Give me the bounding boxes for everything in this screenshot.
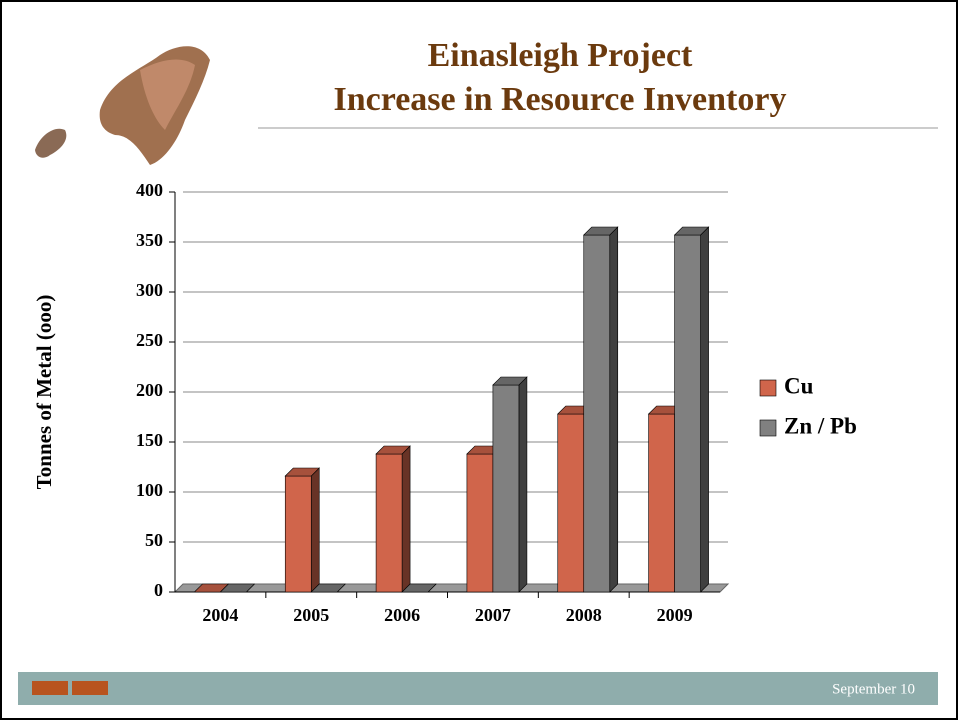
bar-side bbox=[610, 227, 618, 592]
bar-side bbox=[701, 227, 709, 592]
bar bbox=[675, 235, 701, 592]
legend-swatch bbox=[760, 420, 776, 436]
subtitle: Increase in Resource Inventory bbox=[334, 81, 787, 118]
y-tick-label: 350 bbox=[136, 230, 163, 250]
bar-side bbox=[311, 468, 319, 592]
legend-label: Cu bbox=[784, 373, 814, 398]
bar bbox=[584, 235, 610, 592]
bar bbox=[467, 454, 493, 592]
y-tick-label: 50 bbox=[145, 530, 163, 550]
y-axis-label: Tonnes of Metal (ooo) bbox=[32, 295, 56, 490]
bar bbox=[493, 385, 519, 592]
bar bbox=[558, 414, 584, 592]
x-tick-label: 2007 bbox=[475, 605, 511, 625]
y-tick-label: 150 bbox=[136, 430, 163, 450]
legend-label: Zn / Pb bbox=[784, 413, 857, 438]
x-tick-label: 2006 bbox=[384, 605, 420, 625]
y-tick-label: 0 bbox=[154, 580, 163, 600]
y-tick-label: 400 bbox=[136, 180, 163, 200]
y-tick-label: 300 bbox=[136, 280, 163, 300]
x-tick-label: 2008 bbox=[566, 605, 602, 625]
footer-bar bbox=[18, 672, 938, 705]
bar bbox=[376, 454, 402, 592]
y-tick-label: 100 bbox=[136, 480, 163, 500]
floor bbox=[175, 584, 728, 592]
bar-side bbox=[519, 377, 527, 592]
title: Einasleigh Project bbox=[428, 37, 693, 74]
footer-date: September 10 bbox=[832, 681, 915, 697]
y-tick-label: 250 bbox=[136, 330, 163, 350]
x-tick-label: 2004 bbox=[202, 605, 238, 625]
x-tick-label: 2005 bbox=[293, 605, 329, 625]
legend-swatch bbox=[760, 380, 776, 396]
slide: Einasleigh Project Increase in Resource … bbox=[0, 0, 958, 720]
bar bbox=[649, 414, 675, 592]
bar bbox=[285, 476, 311, 592]
y-tick-label: 200 bbox=[136, 380, 163, 400]
x-tick-label: 2009 bbox=[657, 605, 693, 625]
bar-side bbox=[402, 446, 410, 592]
